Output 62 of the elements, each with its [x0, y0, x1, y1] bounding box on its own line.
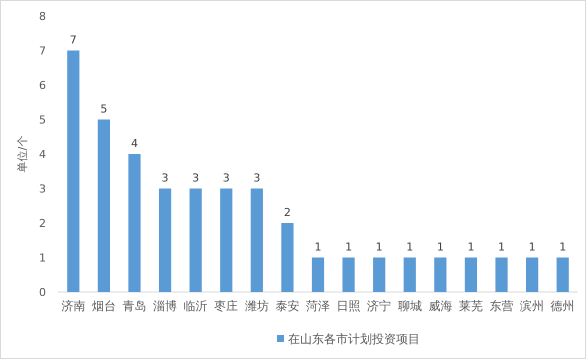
x-tick-label: 淄博: [153, 299, 178, 313]
bar: [404, 258, 416, 292]
bar: [312, 258, 324, 292]
bar: [556, 258, 569, 292]
x-tick-label: 枣庄: [214, 299, 238, 313]
bar: [526, 258, 538, 292]
bar: [281, 223, 294, 292]
data-label: 1: [467, 240, 474, 254]
data-label: 1: [314, 240, 322, 254]
y-axis-title: 单位/个: [16, 136, 29, 172]
x-tick-label: 德州: [550, 299, 575, 313]
x-tick-label: 济南: [61, 299, 86, 313]
x-tick-label: 东营: [490, 299, 514, 313]
data-label: 3: [162, 172, 169, 184]
y-tick-label: 2: [39, 217, 46, 230]
data-label: 1: [436, 240, 444, 254]
data-label: 1: [345, 240, 352, 254]
y-tick-label: 4: [39, 148, 46, 161]
y-tick-label: 3: [39, 182, 46, 196]
bar: [158, 188, 172, 292]
x-tick-label: 泰安: [275, 299, 300, 313]
legend-label: 在山东各市计划投资项目: [288, 332, 420, 346]
data-label: 2: [284, 206, 291, 219]
data-label: 1: [406, 240, 414, 254]
data-label: 3: [192, 172, 200, 184]
data-label: 3: [253, 172, 260, 184]
x-tick-label: 菏泽: [306, 299, 330, 313]
y-tick-label: 1: [39, 252, 46, 264]
x-tick-label: 聊城: [398, 299, 422, 313]
data-label: 1: [376, 240, 383, 254]
bar: [495, 258, 508, 292]
bar: [373, 258, 386, 292]
data-label: 1: [498, 240, 506, 254]
y-tick-label: 7: [39, 44, 46, 58]
bar: [342, 258, 355, 292]
y-tick-label: 6: [39, 79, 46, 92]
data-label: 7: [70, 34, 77, 46]
bar: [190, 188, 202, 292]
bar: [67, 50, 80, 292]
y-tick-label: 0: [39, 286, 46, 299]
x-tick-label: 临沂: [184, 299, 208, 313]
bar: [250, 188, 263, 292]
bar: [464, 258, 478, 292]
x-tick-label: 济宁: [367, 299, 392, 313]
bar: [434, 258, 446, 292]
x-tick-label: 日照: [336, 299, 361, 313]
data-label: 1: [559, 240, 566, 254]
x-tick-label: 烟台: [92, 299, 116, 313]
x-tick-label: 威海: [428, 299, 452, 313]
x-tick-label: 潍坊: [244, 299, 269, 313]
y-tick-label: 8: [39, 10, 46, 23]
y-tick-label: 5: [39, 114, 46, 126]
x-tick-label: 青岛: [122, 299, 146, 313]
bar: [98, 120, 110, 292]
bar: [128, 154, 141, 292]
x-tick-label: 滨州: [520, 299, 544, 313]
data-label: 4: [130, 137, 138, 150]
bar: [220, 188, 232, 292]
x-tick-label: 莱芜: [458, 299, 483, 313]
data-label: 3: [222, 172, 230, 184]
data-label: 5: [100, 102, 108, 116]
data-label: 1: [528, 240, 536, 254]
